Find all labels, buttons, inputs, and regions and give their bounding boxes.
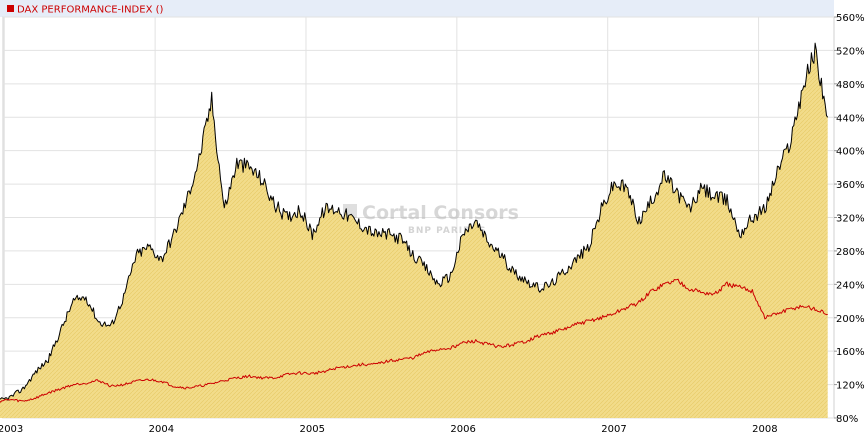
- y-tick-label: 280%: [836, 247, 865, 258]
- y-tick-label: 160%: [836, 347, 865, 358]
- y-tick-label: 320%: [836, 214, 865, 225]
- y-tick-label: 520%: [836, 46, 865, 57]
- x-axis: 2003 2004 2005 2006 2007 2008: [0, 424, 778, 435]
- x-tick-label: 2004: [149, 424, 174, 435]
- series-layer: [0, 42, 829, 418]
- y-tick-label: 440%: [836, 113, 865, 124]
- y-tick-label: 400%: [836, 147, 865, 158]
- y-tick-label: 480%: [836, 80, 865, 91]
- x-tick-label: 2005: [300, 424, 325, 435]
- legend-band: [0, 0, 834, 17]
- x-tick-label: 2008: [752, 424, 777, 435]
- series-1-line: [0, 278, 828, 403]
- legend-swatch: [7, 5, 14, 12]
- series-0-area: [0, 43, 828, 418]
- x-tick-label: 2007: [601, 424, 626, 435]
- y-tick-label: 120%: [836, 381, 865, 392]
- series-0-line: [0, 42, 829, 401]
- y-axis: 80% 120% 160% 200% 240% 280% 320% 360% 400% 440% 4…: [834, 13, 865, 425]
- x-tick-label: 2006: [450, 424, 475, 435]
- y-tick-label: 200%: [836, 314, 865, 325]
- y-tick-label: 240%: [836, 280, 865, 291]
- watermark-sub: BNP PARIBAS: [408, 226, 486, 236]
- watermark-brand: Cortal Consors: [362, 202, 519, 224]
- y-tick-label: 360%: [836, 180, 865, 191]
- x-tick-label: 2003: [0, 424, 23, 435]
- legend-label: DAX PERFORMANCE-INDEX (): [17, 5, 164, 16]
- y-tick-label: 80%: [836, 414, 858, 425]
- y-tick-label: 560%: [836, 13, 865, 24]
